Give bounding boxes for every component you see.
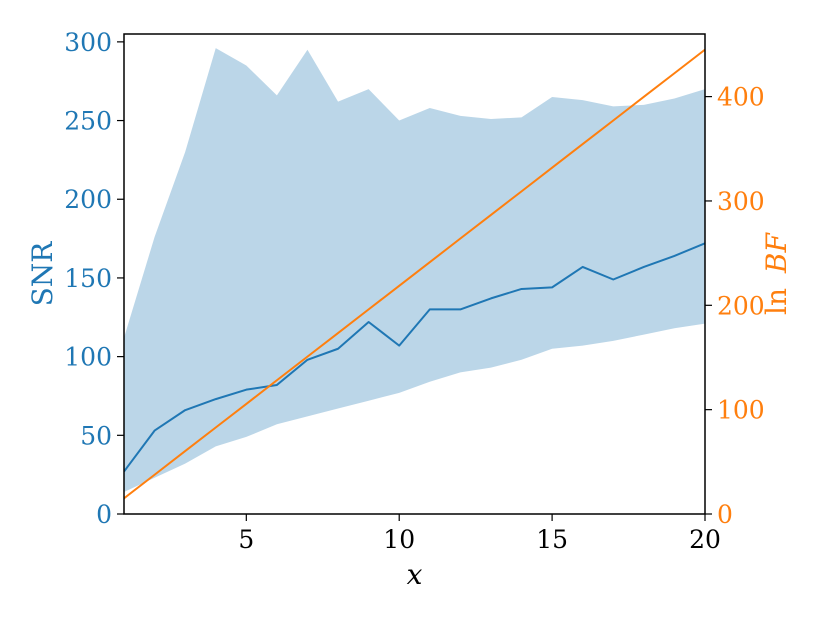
- x-tick-label: 20: [689, 525, 721, 554]
- x-axis-label: x: [407, 558, 423, 591]
- y-tick-label: 250: [64, 107, 112, 136]
- snr-line: [124, 242, 705, 473]
- y2-tick-label: 0: [717, 500, 733, 529]
- y2-tick-label: 200: [717, 291, 765, 320]
- y-tick-label: 300: [64, 28, 112, 57]
- x-tick-label: 5: [238, 525, 254, 554]
- y-tick-label: 150: [64, 264, 112, 293]
- x-axis: 5 10 15 20: [238, 514, 721, 554]
- plot-frame: [123, 33, 706, 515]
- y2-tick-label: 300: [717, 187, 765, 216]
- y2-tick-label: 400: [717, 83, 765, 112]
- plot-area: [124, 48, 705, 500]
- lnbf-line: [124, 48, 705, 500]
- y-axis-right-label-prefix: ln: [760, 288, 793, 315]
- y-axis-right-label-var: BF: [760, 231, 793, 274]
- y-axis-left: 0 50 100 150 200 250 300: [64, 28, 124, 529]
- snr-confidence-band: [124, 48, 705, 492]
- y-tick-label: 200: [64, 185, 112, 214]
- x-tick-label: 15: [536, 525, 568, 554]
- y-axis-right-label: ln BF: [760, 231, 793, 314]
- x-tick-label: 10: [383, 525, 415, 554]
- y-tick-label: 0: [96, 500, 112, 529]
- y-axis-right: 0 100 200 300 400: [705, 83, 765, 529]
- y-tick-label: 50: [80, 421, 112, 450]
- y-axis-left-label: SNR: [26, 241, 59, 307]
- y-tick-label: 100: [64, 343, 112, 372]
- y2-tick-label: 100: [717, 396, 765, 425]
